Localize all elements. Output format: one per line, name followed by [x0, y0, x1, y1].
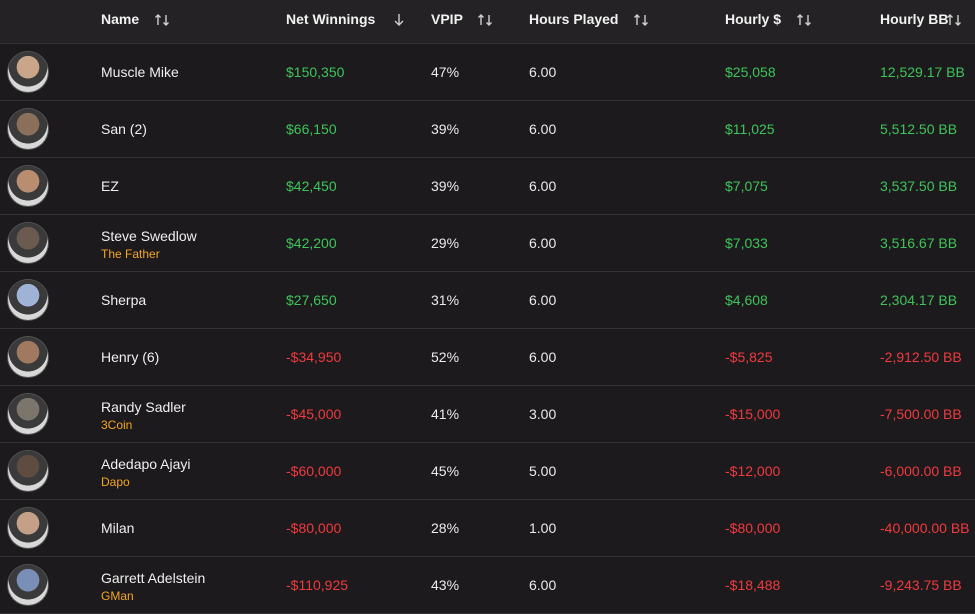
- hours-played: 6.00: [529, 292, 557, 308]
- hourly-dollars: -$15,000: [725, 406, 781, 422]
- table-row[interactable]: Steve Swedlow The Father $42,200 29% 6.00 $7,…: [0, 215, 975, 272]
- avatar: [8, 52, 48, 92]
- player-name: Garrett Adelstein: [101, 570, 206, 586]
- avatar: [8, 394, 48, 434]
- vpip: 31%: [431, 292, 460, 308]
- hours-played: 3.00: [529, 406, 557, 422]
- player-nickname: 3Coin: [101, 418, 133, 432]
- hourly-dollars: -$18,488: [725, 577, 781, 593]
- vpip: 52%: [431, 349, 460, 365]
- vpip: 39%: [431, 178, 460, 194]
- hourly-dollars: $25,058: [725, 64, 776, 80]
- hourly-dollars: $11,025: [725, 121, 775, 137]
- sort-icon[interactable]: [391, 12, 407, 28]
- player-name: Adedapo Ajayi: [101, 456, 191, 472]
- hourly-bb: 3,516.67 BB: [880, 235, 958, 251]
- hours-played: 5.00: [529, 463, 557, 479]
- net-winnings: -$34,950: [286, 349, 342, 365]
- net-winnings: -$80,000: [286, 520, 342, 536]
- hourly-bb: -40,000.00 BB: [880, 520, 970, 536]
- table-row[interactable]: Sherpa $27,650 31% 6.00 $4,608 2,304.17 BB: [0, 272, 975, 329]
- hours-played: 6.00: [529, 178, 557, 194]
- player-name: Muscle Mike: [101, 64, 179, 80]
- avatar: [8, 337, 48, 377]
- avatar: [8, 109, 48, 149]
- player-name: Milan: [101, 520, 135, 536]
- player-name: EZ: [101, 178, 119, 194]
- hourly-bb: -7,500.00 BB: [880, 406, 962, 422]
- table-row[interactable]: Garrett Adelstein GMan -$110,925 43% 6.00 -$1…: [0, 557, 975, 614]
- hourly-dollars: -$12,000: [725, 463, 781, 479]
- avatar: [8, 166, 48, 206]
- player-nickname: Dapo: [101, 475, 130, 489]
- net-winnings: -$60,000: [286, 463, 342, 479]
- net-winnings: $42,200: [286, 235, 337, 251]
- net-winnings: $66,150: [286, 121, 337, 137]
- hourly-dollars: $7,075: [725, 178, 768, 194]
- hours-played: 6.00: [529, 577, 557, 593]
- hours-played: 6.00: [529, 235, 557, 251]
- hourly-bb: -9,243.75 BB: [880, 577, 962, 593]
- column-header[interactable]: Hours Played: [529, 11, 619, 27]
- sort-icon[interactable]: [796, 12, 812, 28]
- sort-icon[interactable]: [946, 12, 962, 28]
- hourly-dollars: -$5,825: [725, 349, 773, 365]
- hours-played: 6.00: [529, 121, 557, 137]
- vpip: 41%: [431, 406, 460, 422]
- net-winnings: $150,350: [286, 64, 345, 80]
- sort-icon[interactable]: [633, 12, 649, 28]
- player-name: Steve Swedlow: [101, 228, 197, 244]
- hourly-dollars: $4,608: [725, 292, 768, 308]
- hourly-bb: 12,529.17 BB: [880, 64, 965, 80]
- column-header[interactable]: Hourly $: [725, 11, 782, 27]
- hourly-dollars: -$80,000: [725, 520, 781, 536]
- avatar: [8, 280, 48, 320]
- hours-played: 1.00: [529, 520, 557, 536]
- player-name: Sherpa: [101, 292, 147, 308]
- hourly-bb: -6,000.00 BB: [880, 463, 962, 479]
- player-nickname: GMan: [101, 589, 134, 603]
- vpip: 45%: [431, 463, 460, 479]
- vpip: 28%: [431, 520, 460, 536]
- player-name: San (2): [101, 121, 147, 137]
- column-header[interactable]: Net Winnings: [286, 11, 376, 27]
- avatar: [8, 451, 48, 491]
- net-winnings: $27,650: [286, 292, 337, 308]
- avatar: [8, 223, 48, 263]
- vpip: 39%: [431, 121, 460, 137]
- table-row[interactable]: Milan -$80,000 28% 1.00 -$80,000 -40,000.00 B…: [0, 500, 975, 557]
- table-row[interactable]: EZ $42,450 39% 6.00 $7,075 3,537.50 BB: [0, 158, 975, 215]
- hourly-bb: -2,912.50 BB: [880, 349, 962, 365]
- column-header[interactable]: Hourly BB: [880, 11, 949, 27]
- hourly-bb: 2,304.17 BB: [880, 292, 958, 308]
- table-row[interactable]: San (2) $66,150 39% 6.00 $11,025 5,512.50 BB: [0, 101, 975, 158]
- hours-played: 6.00: [529, 349, 557, 365]
- sort-icon[interactable]: [154, 12, 170, 28]
- avatar: [8, 508, 48, 548]
- net-winnings: -$45,000: [286, 406, 342, 422]
- hourly-bb: 5,512.50 BB: [880, 121, 958, 137]
- hourly-dollars: $7,033: [725, 235, 768, 251]
- net-winnings: $42,450: [286, 178, 337, 194]
- vpip: 43%: [431, 577, 460, 593]
- player-name: Randy Sadler: [101, 399, 186, 415]
- net-winnings: -$110,925: [286, 577, 349, 593]
- vpip: 29%: [431, 235, 460, 251]
- hours-played: 6.00: [529, 64, 557, 80]
- sort-icon[interactable]: [477, 12, 493, 28]
- table-row[interactable]: Muscle Mike $150,350 47% 6.00 $25,058 12,529.…: [0, 44, 975, 101]
- avatar: [8, 565, 48, 605]
- table-row[interactable]: Henry (6) -$34,950 52% 6.00 -$5,825 -2,912.50…: [0, 329, 975, 386]
- player-nickname: The Father: [101, 247, 160, 261]
- table-row[interactable]: Adedapo Ajayi Dapo -$60,000 45% 5.00 -$12,000…: [0, 443, 975, 500]
- vpip: 47%: [431, 64, 460, 80]
- table-row[interactable]: Randy Sadler 3Coin -$45,000 41% 3.00 -$15,000…: [0, 386, 975, 443]
- column-header[interactable]: Name: [101, 11, 140, 27]
- table-header: Name Net Winnings VPIP Hours Played Hour…: [0, 0, 975, 44]
- column-header[interactable]: VPIP: [431, 11, 463, 27]
- hourly-bb: 3,537.50 BB: [880, 178, 958, 194]
- player-name: Henry (6): [101, 349, 160, 365]
